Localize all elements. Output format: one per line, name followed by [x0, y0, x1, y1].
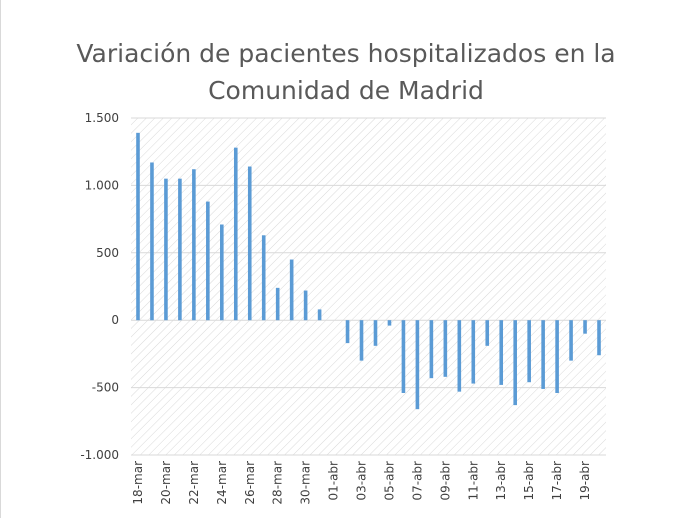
y-tick-label: 500: [96, 246, 119, 260]
bar-08-abr: [429, 320, 434, 379]
bar-10-abr: [457, 320, 462, 392]
y-tick-label: -1.000: [80, 448, 119, 462]
gridlines: [131, 117, 606, 456]
bar-20-mar: [164, 178, 168, 321]
bar-11-abr: [471, 320, 476, 384]
chart-title-line-1: Variación de pacientes hospitalizados en…: [76, 39, 616, 68]
bar-13-abr: [499, 320, 504, 385]
x-tick-label: 13-abr: [494, 461, 508, 501]
bar-27-mar: [261, 235, 266, 321]
bar-15-abr: [527, 320, 531, 383]
y-axis-ticks: 1.500 1.000 500 0 -500 -1.000: [80, 111, 119, 462]
bar-17-abr: [555, 320, 559, 393]
x-tick-label: 30-mar: [299, 461, 313, 505]
x-axis-ticks: 18-mar 20-mar 22-mar 24-mar 26-mar 28-mar 30-m…: [131, 461, 592, 505]
bar-24-mar: [220, 224, 224, 321]
bar-29-mar: [289, 259, 294, 321]
bar-02-abr: [345, 320, 350, 344]
x-tick-label: 01-abr: [327, 461, 341, 501]
x-tick-label: 11-abr: [466, 461, 480, 501]
bar-18-mar: [136, 132, 140, 321]
bar-06-abr: [401, 320, 406, 393]
bar-07-abr: [415, 320, 420, 410]
x-tick-label: 09-abr: [438, 461, 452, 501]
x-tick-label: 19-abr: [578, 461, 592, 501]
bar-23-mar: [206, 201, 210, 321]
plot-area: [131, 118, 606, 455]
bar-22-mar: [192, 169, 196, 321]
bar-09-abr: [443, 320, 448, 377]
bar-26-mar: [247, 166, 252, 321]
x-tick-label: 26-mar: [243, 461, 257, 505]
y-tick-label: 1.500: [85, 111, 119, 125]
x-tick-label: 22-mar: [187, 461, 201, 505]
bar-20-abr: [597, 320, 601, 356]
x-tick-label: 17-abr: [550, 461, 564, 501]
x-tick-label: 20-mar: [159, 461, 173, 505]
x-tick-label: 24-mar: [215, 461, 229, 505]
bar-03-abr: [359, 320, 364, 361]
bar-19-mar: [150, 162, 154, 321]
x-tick-label: 03-abr: [355, 461, 369, 501]
bar-31-mar: [317, 309, 322, 321]
y-tick-label: -500: [92, 381, 119, 395]
chart-title-line-2: Comunidad de Madrid: [208, 76, 484, 105]
bar-05-abr: [387, 320, 392, 326]
bar-28-mar: [275, 287, 280, 321]
bar-21-mar: [178, 178, 182, 321]
y-tick-label: 0: [111, 313, 119, 327]
x-tick-label: 07-abr: [410, 461, 424, 501]
x-tick-label: 05-abr: [382, 461, 396, 501]
bar-04-abr: [373, 320, 378, 346]
bar-12-abr: [485, 320, 490, 346]
bar-25-mar: [233, 147, 238, 321]
y-tick-label: 1.000: [85, 178, 119, 192]
bars: [136, 132, 601, 410]
bar-14-abr: [513, 320, 517, 406]
bar-30-mar: [303, 290, 308, 321]
bar-16-abr: [541, 320, 545, 389]
bar-19-abr: [583, 320, 587, 334]
bar-18-abr: [569, 320, 573, 361]
x-tick-label: 28-mar: [271, 461, 285, 505]
x-tick-label: 18-mar: [131, 461, 145, 505]
x-tick-label: 15-abr: [522, 461, 536, 501]
